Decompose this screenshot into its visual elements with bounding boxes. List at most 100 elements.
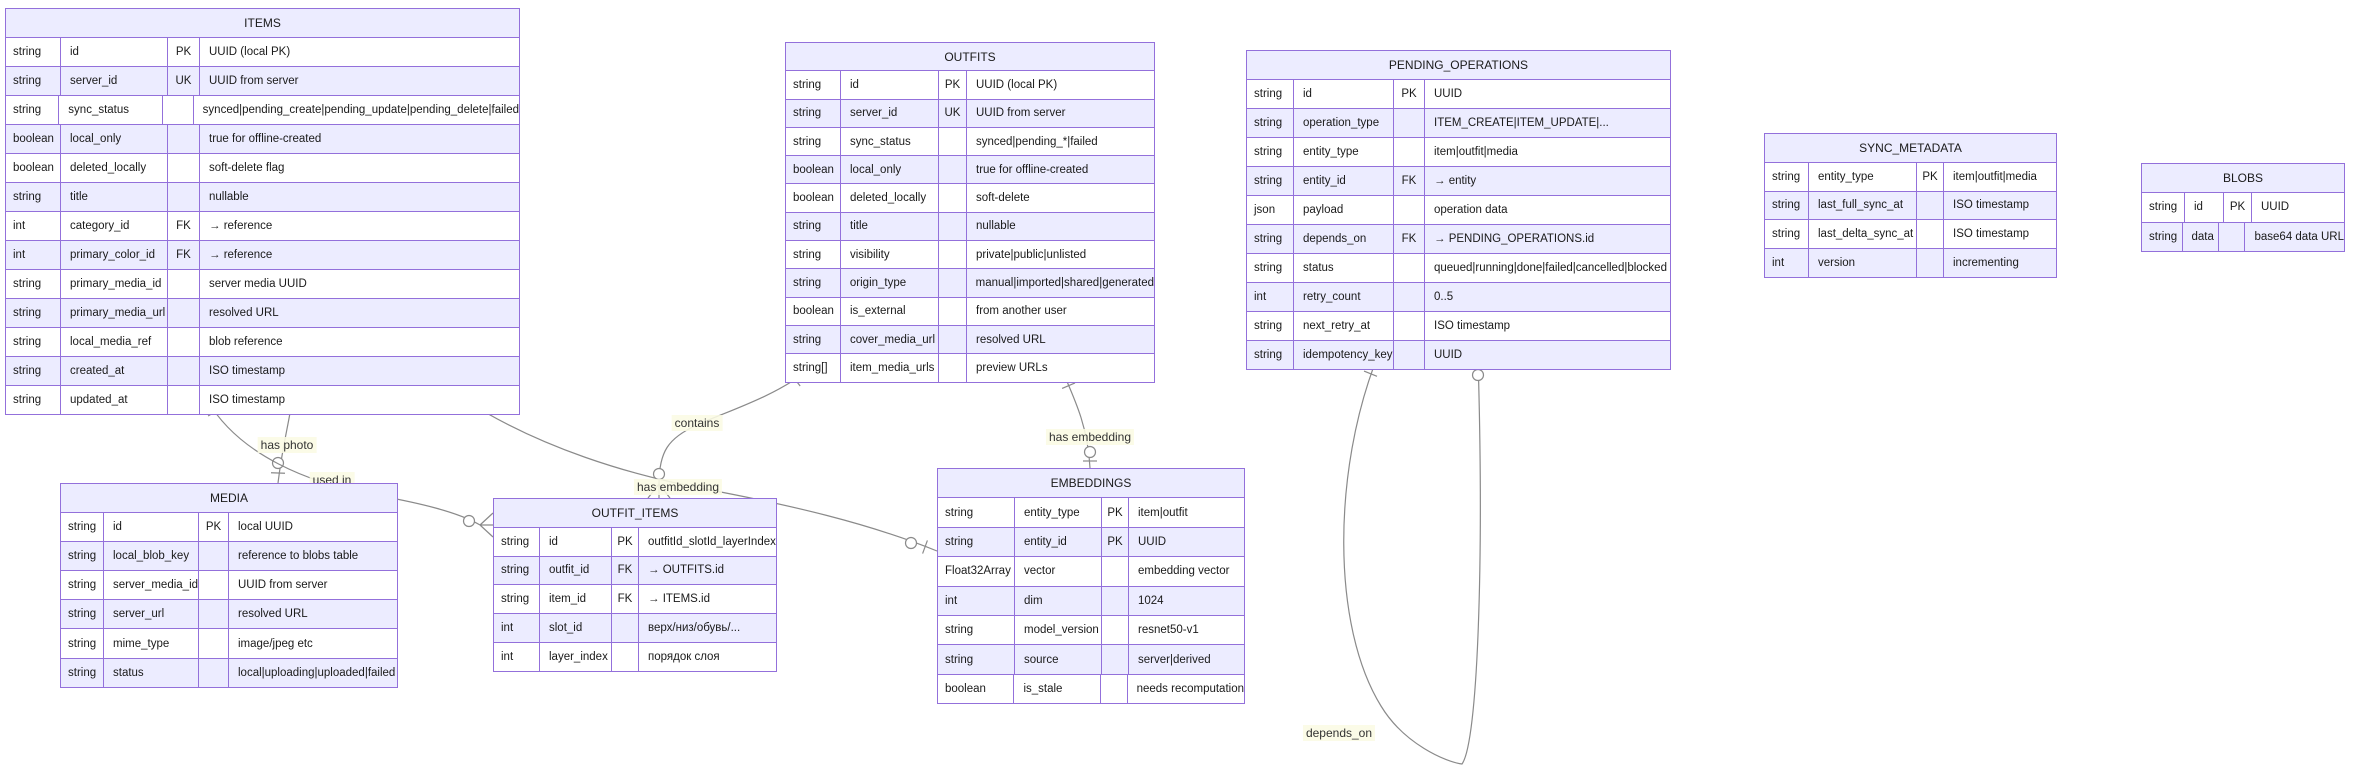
attribute-type: string <box>945 653 974 666</box>
attribute-row: string cover_media_url resolved URL <box>786 324 1154 354</box>
attribute-comment: ISO timestamp <box>199 357 519 385</box>
attribute-comment: resnet50-v1 <box>1128 615 1244 645</box>
attribute-attr: local_blob_key <box>103 542 198 571</box>
attribute-comment: → ITEMS.id <box>638 585 776 614</box>
attribute-attr: operation_type <box>1293 109 1393 137</box>
attribute-type: string <box>1254 233 1283 245</box>
attribute-attr: mime_type <box>103 629 198 658</box>
attribute-key <box>1101 586 1128 615</box>
attribute-key <box>937 269 966 297</box>
attribute-row: string id PK UUID (local PK) <box>786 70 1154 99</box>
attribute-row: int layer_index порядок слоя <box>494 641 776 671</box>
attribute-row: string status queued|running|done|failed|c… <box>1247 253 1670 282</box>
entity-outfits[interactable]: OUTFITS string id PK UUID (local PK) string se… <box>785 42 1155 383</box>
entity-items[interactable]: ITEMS string id PK UUID (local PK) string serv… <box>5 8 520 415</box>
attribute-key <box>938 156 966 184</box>
attribute-attr: primary_color_id <box>60 241 167 269</box>
attribute-attr: id <box>1293 80 1393 108</box>
attribute-type: string <box>793 248 822 261</box>
attribute-key: UK <box>167 67 199 95</box>
attribute-key: PK <box>198 513 228 542</box>
entity-embeddings[interactable]: EMBEDDINGS string entity_type PK item|outfit… <box>937 468 1245 705</box>
attribute-type: string <box>793 333 822 346</box>
attribute-key: FK <box>1393 225 1424 253</box>
attribute-type: string <box>945 624 974 637</box>
entity-outfit_items[interactable]: OUTFIT_ITEMS string id PK outfitId_slotId_la… <box>493 498 777 672</box>
attribute-type: string <box>793 78 822 91</box>
attribute-type: int <box>1772 257 1785 270</box>
attribute-attr: server_url <box>103 600 198 629</box>
attribute-attr: entity_id <box>1293 167 1393 195</box>
entity-pending_operations[interactable]: PENDING_OPERATIONS string id PK UUID string op… <box>1246 50 1671 370</box>
attribute-attr: server_id <box>60 67 167 95</box>
cardinality-many-marker <box>479 512 494 538</box>
attribute-key: FK <box>167 212 199 240</box>
attribute-comment: UUID (local PK) <box>966 71 1154 99</box>
attribute-type: string <box>945 506 974 519</box>
attribute-key <box>938 184 966 212</box>
attribute-row: string created_at ISO timestamp <box>6 356 519 385</box>
attribute-type: string <box>1254 320 1283 332</box>
attribute-row: string entity_id PK UUID <box>938 526 1244 557</box>
attribute-type: string <box>793 135 822 148</box>
attribute-attr: visibility <box>840 241 938 269</box>
attribute-key <box>938 325 966 354</box>
attribute-attr: local_only <box>840 156 938 184</box>
attribute-attr: last_full_sync_at <box>1808 191 1916 220</box>
attribute-key <box>938 212 966 241</box>
attribute-key <box>938 127 966 156</box>
attribute-attr: id <box>840 71 938 99</box>
attribute-row: int version incrementing <box>1765 248 2056 277</box>
attribute-row: int slot_id верх/низ/обувь/... <box>494 613 776 642</box>
attribute-row: string entity_id FK → entity <box>1247 166 1670 195</box>
attribute-attr: sync_status <box>840 127 938 156</box>
attribute-key <box>1393 283 1424 311</box>
attribute-key <box>1916 191 1943 220</box>
attribute-type: string <box>2149 201 2178 214</box>
attribute-type: string <box>68 550 97 563</box>
attribute-row: string data base64 data URL <box>2142 221 2344 251</box>
attribute-row: int primary_color_id FK → reference <box>6 240 519 269</box>
attribute-comment: resolved URL <box>966 325 1154 354</box>
attribute-key: PK <box>2223 193 2251 222</box>
cardinality-zero-marker <box>1083 445 1097 459</box>
attribute-attr: model_version <box>1014 615 1101 645</box>
attribute-attr: next_retry_at <box>1293 312 1393 340</box>
attribute-comment: → entity <box>1424 167 1670 195</box>
attribute-type: boolean <box>13 133 54 145</box>
attribute-comment: ISO timestamp <box>1424 312 1670 340</box>
attribute-type: boolean <box>945 682 986 695</box>
attribute-attr: idempotency_key <box>1293 341 1393 369</box>
attribute-row: boolean deleted_locally soft-delete <box>786 183 1154 212</box>
attribute-attr: layer_index <box>539 642 611 671</box>
attribute-comment: 0..5 <box>1424 283 1670 311</box>
attribute-row: int retry_count 0..5 <box>1247 282 1670 311</box>
attribute-comment: → OUTFITS.id <box>638 556 776 585</box>
entity-title: OUTFIT_ITEMS <box>494 499 776 527</box>
entity-title: BLOBS <box>2142 164 2344 193</box>
attribute-type: json <box>1254 204 1276 216</box>
attribute-attr: title <box>840 212 938 241</box>
attribute-type: string <box>945 535 974 548</box>
attribute-attr: server_id <box>840 99 938 127</box>
attribute-attr: created_at <box>60 357 167 385</box>
cardinality-zero-marker <box>652 467 666 481</box>
attribute-key <box>198 658 228 687</box>
attribute-comment: → reference <box>199 212 519 240</box>
entity-blobs[interactable]: BLOBS string id PK UUID string data base64 data… <box>2141 163 2345 252</box>
attribute-key <box>1101 615 1128 645</box>
attribute-key <box>198 571 228 600</box>
attribute-type: string <box>68 666 97 679</box>
attribute-comment: incrementing <box>1943 249 2056 277</box>
attribute-key <box>1393 196 1424 224</box>
attribute-row: Float32Array vector embedding vector <box>938 556 1244 586</box>
attribute-type: string <box>2149 230 2178 243</box>
attribute-key: PK <box>167 38 199 66</box>
entity-sync_metadata[interactable]: SYNC_METADATA string entity_type PK item|out… <box>1764 133 2057 278</box>
attribute-row: string server_media_id UUID from server <box>61 570 397 600</box>
attribute-type: string <box>793 220 822 233</box>
entity-title: ITEMS <box>6 9 519 37</box>
entity-media[interactable]: MEDIA string id PK local UUID string local_blo… <box>60 483 398 688</box>
entity-title: SYNC_METADATA <box>1765 134 2056 162</box>
